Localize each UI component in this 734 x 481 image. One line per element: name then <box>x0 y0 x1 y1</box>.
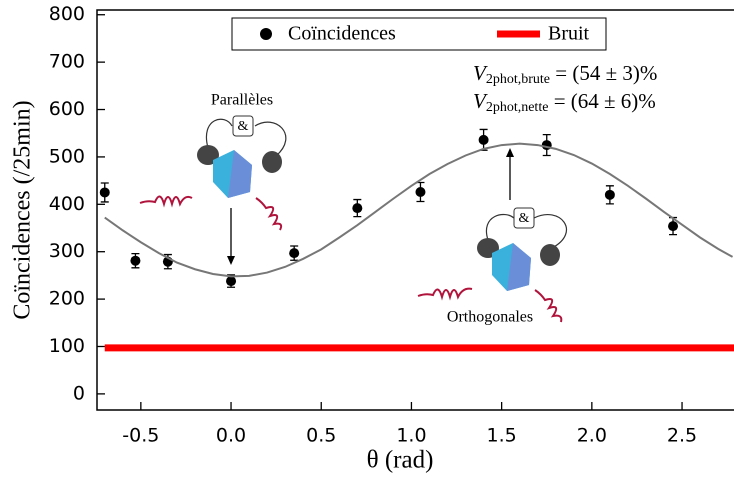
detector <box>262 151 282 173</box>
data-point <box>352 203 363 214</box>
x-tick-label: 0.0 <box>216 425 246 447</box>
x-tick-label: 2.5 <box>667 425 697 447</box>
y-tick-label: 700 <box>49 51 85 73</box>
gate-label: & <box>238 119 249 134</box>
gate-label: & <box>519 211 530 226</box>
annotation: V2phot,brute = (54 ± 3)% <box>473 61 657 87</box>
photon <box>255 197 283 231</box>
y-tick-label: 200 <box>49 288 85 310</box>
y-tick-label: 500 <box>49 145 85 167</box>
photon <box>139 195 193 208</box>
annotation: V2phot,nette = (64 ± 6)% <box>473 89 656 115</box>
photon <box>417 287 473 301</box>
diagram-label: Orthogonales <box>447 309 533 326</box>
diagram-label: Parallèles <box>211 92 273 109</box>
y-tick-label: 600 <box>49 98 85 120</box>
annotation-value: = (54 ± 3)% <box>550 61 657 85</box>
annotation-value: = (64 ± 6)% <box>548 89 655 113</box>
x-tick-label: 1.5 <box>487 425 517 447</box>
legend-label: Bruit <box>548 23 590 45</box>
y-tick-label: 400 <box>49 193 85 215</box>
axis-frame <box>96 9 734 411</box>
gate-box <box>232 115 254 137</box>
annotation-symbol: V <box>473 61 488 85</box>
data-point <box>289 248 300 259</box>
data-point <box>415 186 426 197</box>
annotation-symbol: V <box>473 89 488 113</box>
crystal <box>228 150 252 198</box>
annotation-subscript: 2phot,brute <box>486 72 550 87</box>
legend-box <box>231 17 607 51</box>
photon <box>534 289 563 323</box>
data-point <box>130 255 141 266</box>
data-point <box>226 276 237 287</box>
data-point <box>604 189 615 200</box>
gate-box <box>513 207 535 229</box>
y-tick-label: 0 <box>73 382 85 404</box>
crystal <box>507 243 531 291</box>
legend-label: Coïncidences <box>288 23 396 45</box>
data-point <box>478 134 489 145</box>
x-tick-label: -0.5 <box>122 425 159 447</box>
diagram-orthogonal: Orthogonales & <box>417 148 567 326</box>
annotation-subscript: 2phot,nette <box>486 100 549 115</box>
diagram-parallel: Parallèles & <box>139 92 287 265</box>
x-tick-label: 1.0 <box>396 425 426 447</box>
x-axis-label: θ (rad) <box>367 447 434 474</box>
y-axis-label: Coïncidences (/25min) <box>10 100 36 319</box>
detector <box>540 244 560 266</box>
legend-marker <box>260 28 272 40</box>
line <box>104 142 734 278</box>
data-point <box>668 221 679 232</box>
x-tick-label: 2.0 <box>577 425 607 447</box>
y-tick-label: 100 <box>49 335 85 357</box>
y-tick-label: 300 <box>49 240 85 262</box>
data-point <box>99 187 110 198</box>
y-tick-label: 800 <box>49 3 85 25</box>
x-tick-label: 0.5 <box>306 425 336 447</box>
